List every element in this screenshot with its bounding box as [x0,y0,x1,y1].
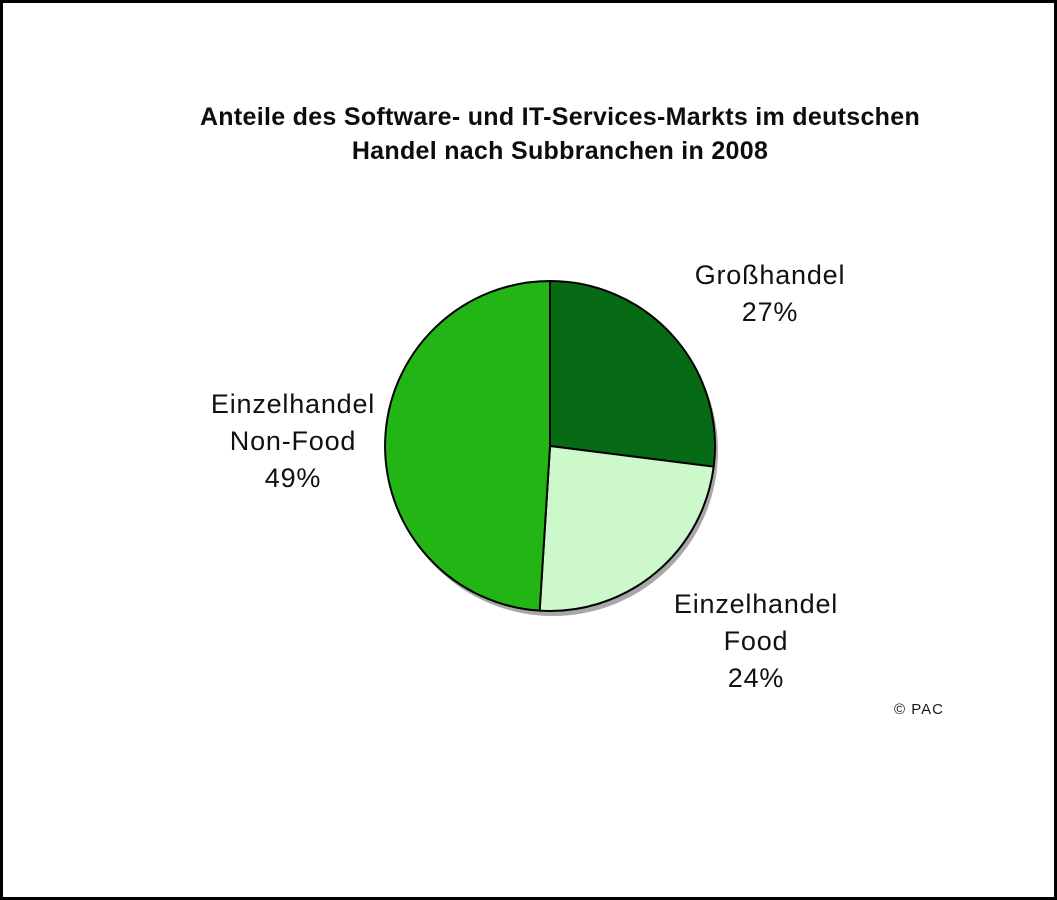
pie-slice-einzelhandel-food [538,445,715,612]
copyright-text: © PAC [894,701,944,718]
pie-slice-einzelhandel-non-food [384,280,551,612]
pie-chart [384,280,718,616]
chart-title: Anteile des Software- und IT-Services-Ma… [199,103,921,165]
pie-slice-gro-handel [549,280,717,468]
slice-label-grosshandel: Großhandel 27% [694,260,846,327]
slice-label-einzelhandel-food: Einzelhandel Food 24% [673,589,839,693]
slice-label-einzelhandel-non-food: Einzelhandel Non-Food 49% [210,389,376,493]
